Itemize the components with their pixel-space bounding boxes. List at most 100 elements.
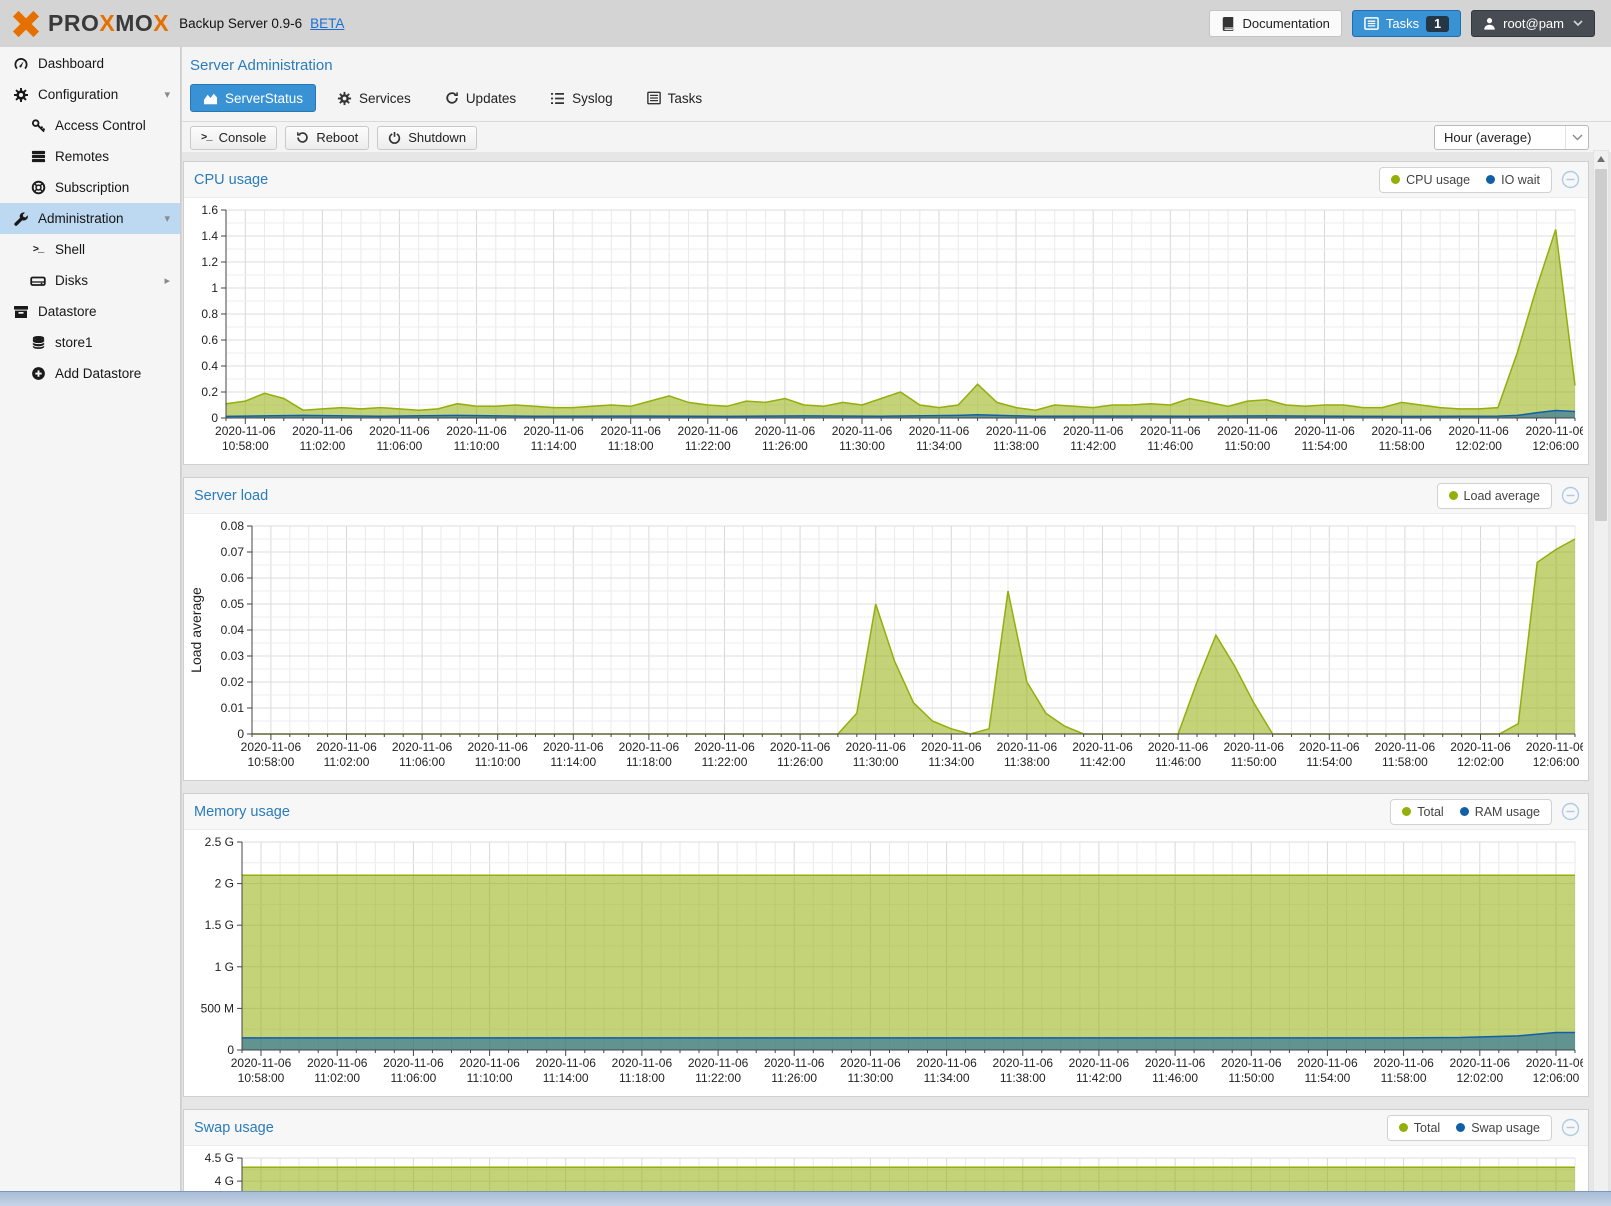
sidebar-item-shell[interactable]: >_ Shell <box>0 234 180 265</box>
chevron-down-icon[interactable]: ▾ <box>164 213 170 225</box>
sidebar-item-dashboard[interactable]: Dashboard <box>0 48 180 79</box>
svg-text:0.05: 0.05 <box>221 597 245 611</box>
gears-icon <box>12 87 30 103</box>
sidebar-item-label: store1 <box>55 335 93 350</box>
legend-item-ram-usage[interactable]: RAM usage <box>1459 805 1540 819</box>
chart-legend: Total RAM usage <box>1390 798 1552 825</box>
tab-syslog[interactable]: Syslog <box>537 84 626 112</box>
sidebar-item-administration[interactable]: Administration ▾ <box>0 203 180 234</box>
beta-link[interactable]: BETA <box>310 16 345 31</box>
documentation-button[interactable]: Documentation <box>1209 10 1342 37</box>
server-load-chart: 0 0.01 0.02 0.03 0.04 0.05 0.06 0.07 0.08 2020-11… <box>184 514 1588 780</box>
task-list-icon <box>1364 16 1379 31</box>
terminal-icon: >_ <box>32 243 45 256</box>
legend-dot <box>1459 807 1469 816</box>
panel-title: Swap usage <box>194 1119 274 1136</box>
sidebar-item-disks[interactable]: Disks ▸ <box>0 265 180 296</box>
proxmox-x-icon <box>10 10 42 38</box>
legend-item-swap-usage[interactable]: Swap usage <box>1456 1121 1540 1135</box>
cpu-usage-chart: 0 0.2 0.4 0.6 0.8 1 1.2 1.4 1.6 2020-11-06 10:58:0… <box>184 198 1588 464</box>
chevron-down-icon[interactable]: ▾ <box>164 89 170 101</box>
plus-circle-icon <box>29 366 47 381</box>
panel-header: Swap usage Total Swap usage <box>184 1110 1588 1146</box>
scrollbar-thumb[interactable] <box>1595 169 1607 521</box>
legend-item-total[interactable]: Total <box>1402 805 1444 819</box>
svg-text:1 G: 1 G <box>215 960 234 974</box>
proxmox-logo: PROXMOX <box>10 10 169 38</box>
collapse-panel-button[interactable] <box>1561 170 1580 189</box>
svg-text:1.5 G: 1.5 G <box>205 918 234 932</box>
tab-serverstatus[interactable]: ServerStatus <box>190 84 317 112</box>
up-arrow-icon <box>1597 156 1605 162</box>
sidebar-item-add-datastore[interactable]: Add Datastore <box>0 358 180 389</box>
sidebar-item-access-control[interactable]: Access Control <box>0 110 180 141</box>
svg-text:500 M: 500 M <box>201 1001 234 1015</box>
sidebar-item-label: Dashboard <box>38 56 105 71</box>
legend-dot <box>1456 1123 1466 1132</box>
svg-text:0.04: 0.04 <box>221 623 245 637</box>
chart-legend: Total Swap usage <box>1386 1114 1552 1141</box>
vertical-scrollbar[interactable] <box>1593 150 1609 1206</box>
chart-legend: CPU usage IO wait <box>1379 166 1552 193</box>
console-button[interactable]: >_ Console <box>190 125 278 150</box>
legend-item-total[interactable]: Total <box>1398 1121 1440 1135</box>
tab-bar: ServerStatus Services Updates Syslog <box>190 84 1603 112</box>
svg-text:0: 0 <box>237 727 244 741</box>
chevron-down-icon <box>1565 126 1588 149</box>
collapse-panel-button[interactable] <box>1561 802 1580 821</box>
legend-item-cpu-usage[interactable]: CPU usage <box>1391 173 1470 187</box>
tab-tasks[interactable]: Tasks <box>634 84 716 112</box>
database-icon <box>29 335 47 350</box>
sidebar-item-configuration[interactable]: Configuration ▾ <box>0 79 180 110</box>
svg-text:1: 1 <box>211 281 218 295</box>
svg-text:0.02: 0.02 <box>221 675 245 689</box>
collapse-panel-button[interactable] <box>1561 1118 1580 1137</box>
svg-text:0.2: 0.2 <box>201 385 218 399</box>
sidebar-item-datastore[interactable]: Datastore <box>0 296 180 327</box>
sidebar-item-store1[interactable]: store1 <box>0 327 180 358</box>
chevron-right-icon[interactable]: ▸ <box>164 275 170 287</box>
page-title: Server Administration <box>190 57 333 74</box>
legend-item-io-wait[interactable]: IO wait <box>1486 173 1540 187</box>
sidebar-item-label: Datastore <box>38 304 97 319</box>
tab-services[interactable]: Services <box>324 84 424 112</box>
bottom-edge-strip <box>0 1191 1611 1206</box>
svg-text:1.4: 1.4 <box>201 229 218 243</box>
legend-item-load-average[interactable]: Load average <box>1448 489 1540 503</box>
tab-updates[interactable]: Updates <box>432 84 529 112</box>
collapse-panel-button[interactable] <box>1561 486 1580 505</box>
memory-usage-chart: 0 500 M 1 G 1.5 G 2 G 2.5 G 2020-11-06 10:58:00… <box>184 830 1588 1096</box>
shutdown-button[interactable]: Shutdown <box>377 125 478 150</box>
sidebar-item-remotes[interactable]: Remotes <box>0 141 180 172</box>
terminal-icon: >_ <box>201 131 213 144</box>
tasks-button[interactable]: Tasks 1 <box>1351 10 1462 37</box>
user-menu-button[interactable]: root@pam <box>1471 10 1595 37</box>
panel-cpu-usage: CPU usage CPU usage IO wait 0 0.2 0.4 0.6 0.… <box>183 161 1589 465</box>
chevron-down-icon <box>1573 20 1583 27</box>
reboot-button[interactable]: Reboot <box>285 125 370 150</box>
sidebar-item-subscription[interactable]: Subscription <box>0 172 180 203</box>
list-icon <box>550 92 565 105</box>
tasks-count-badge: 1 <box>1426 15 1450 32</box>
undo-icon <box>296 131 309 144</box>
scroll-up-button[interactable] <box>1594 151 1608 167</box>
timeframe-select[interactable]: Hour (average) <box>1434 125 1589 150</box>
